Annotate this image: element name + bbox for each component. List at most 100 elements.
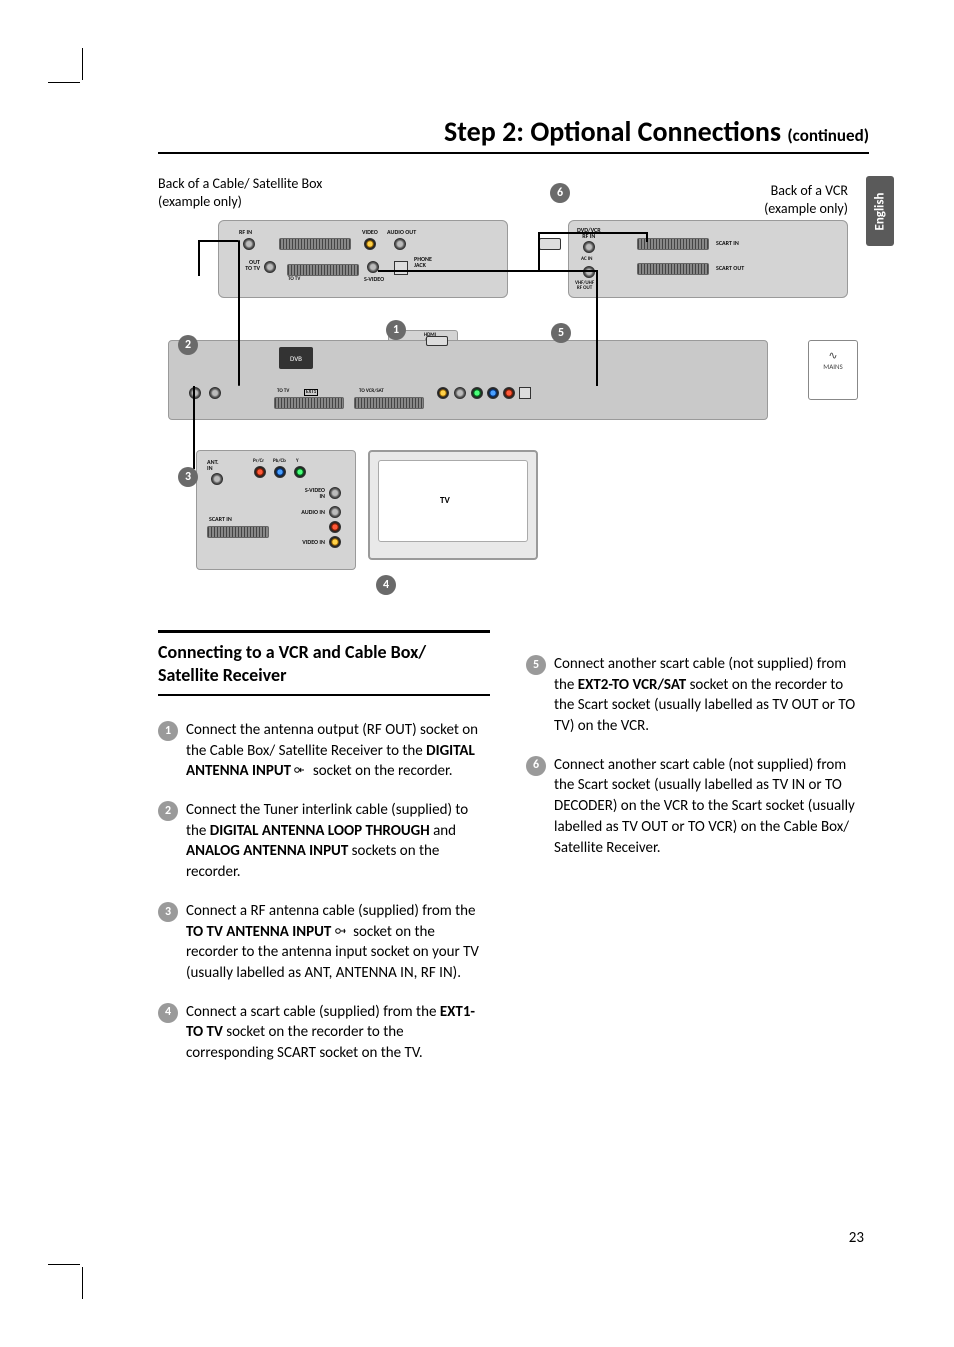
cable-5 [596,270,598,386]
cable-satellite-box: RF IN VIDEO AUDIO OUT OUT TO TV TO TV S-… [218,220,508,298]
cable-6b [538,232,540,272]
port-tv-ant [211,473,223,485]
port-label-out-to-tv: OUT TO TV [230,259,260,271]
port-audio-out [394,238,406,250]
instructions: Connecting to a VCR and Cable Box/ Satel… [158,630,858,1082]
port-label-audio-out: AUDIO OUT [387,229,416,235]
port-vcr-ac [539,238,561,250]
cable-1b [198,240,238,242]
section-rule-bottom [158,694,490,696]
port-label-vcr-rf-out: VHF/UHF RF OUT [575,281,594,291]
port-rec-hdmi [426,336,448,346]
port-rec-y [471,387,483,399]
port-rec-antenna-2 [209,387,221,399]
port-tv-scart [207,526,269,538]
port-rec-pr [503,387,515,399]
step-text: Connect another scart cable (not supplie… [554,654,858,737]
left-column: Connecting to a VCR and Cable Box/ Satel… [158,630,490,1082]
diagram-step-badge-5: 5 [551,323,571,343]
step-number-badge: 1 [158,721,178,741]
diagram-step-badge-4: 4 [376,575,396,595]
connection-diagram: Back of a Cable/ Satellite Box (example … [158,170,858,610]
port-label-svideo: S-VIDEO [364,276,384,282]
port-out-to-tv [264,261,276,273]
step-number-badge: 4 [158,1003,178,1023]
port-rec-ext1 [274,397,344,409]
step-number-badge: 6 [526,756,546,776]
diagram-step-badge-1: 1 [386,320,406,340]
crop-mark [48,82,80,83]
port-tv-pr [254,466,266,478]
crop-mark [82,48,83,80]
step-text: Connect the antenna output (RF OUT) sock… [186,720,490,782]
port-label-phone: PHONE JACK [414,256,432,268]
port-label-to-tv: TO TV [288,277,300,282]
cable-6c [646,232,648,242]
step-number-badge: 5 [526,655,546,675]
step-text: Connect a RF antenna cable (supplied) fr… [186,901,490,984]
port-label-tv-svideo: S-VIDEO IN [285,487,325,499]
port-tv-y [294,466,306,478]
port-label-scart-out: SCART OUT [716,265,744,271]
port-scart [279,238,351,250]
port-vcr-scart-out [637,263,709,275]
cable-6 [538,232,648,234]
port-label-scart-in: SCART IN [716,240,739,246]
port-vcr-rf-in [583,241,595,253]
diagram-step-badge-3: 3 [178,467,198,487]
page-number: 23 [849,1229,864,1247]
port-label-prcr: Pr/Cr [253,459,264,464]
step-number-badge: 3 [158,902,178,922]
port-label-pbcb: Pb/Cb [273,459,286,464]
page-title: Step 2: Optional Connections (continued) [444,114,869,149]
diagram-step-badge-2: 2 [178,335,198,355]
cable-3 [193,386,195,469]
step-item: 2 Connect the Tuner interlink cable (supp… [158,800,490,883]
tv-screen [378,460,528,542]
section-title: Connecting to a VCR and Cable Box/ Satel… [158,641,490,686]
port-label-video: VIDEO [362,229,378,235]
cable-1c [198,240,200,276]
title-rule [158,152,869,154]
step-text: Connect the Tuner interlink cable (suppl… [186,800,490,883]
tv-box [368,450,538,560]
tv-label: TV [440,495,450,506]
step-number-badge: 2 [158,801,178,821]
port-rec-ext2 [354,397,424,409]
port-label-rec-to-tv: TO TV [277,389,289,394]
diagram-step-badge-6: 6 [550,183,570,203]
step-item: 4Connect a scart cable (supplied) from t… [158,1002,490,1064]
port-label-ext1: EXT1 [304,389,318,396]
port-rec-optical [519,387,531,399]
step-text: Connect another scart cable (not supplie… [554,755,858,858]
mains-box: MAINS [808,340,858,400]
port-scart-lower [287,264,359,276]
step-item: 5 Connect another scart cable (not suppli… [526,654,858,737]
language-tab-label: English [873,192,888,230]
crop-mark [48,1264,80,1265]
title-continued: (continued) [787,125,869,146]
crop-mark [82,1267,83,1299]
right-column: 5 Connect another scart cable (not suppli… [526,630,858,1082]
section-rule-top [158,630,490,633]
port-label-tv-ant: ANT. IN [207,459,219,471]
port-vcr-rf-out [583,266,595,278]
port-rec-antenna [189,387,201,399]
port-rec-pb [487,387,499,399]
step-item: 1 Connect the antenna output (RF OUT) soc… [158,720,490,782]
step-item: 6 Connect another scart cable (not suppli… [526,755,858,858]
port-label-tv-scart: SCART IN [209,516,232,522]
port-phone [394,261,408,275]
cable-box-label: Back of a Cable/ Satellite Box (example … [158,175,328,211]
port-video [364,238,376,250]
port-label-ext2: TO VCR/SAT [359,389,384,394]
cable-1 [238,240,240,386]
port-rec-coax [437,387,449,399]
port-tv-audio-l [329,506,341,518]
port-label-tv-audio: AUDIO IN [285,509,325,515]
port-label-ac-in: AC IN [581,257,592,262]
recorder-dvb-module: DVB [279,347,313,369]
title-main: Step 2: Optional Connections [444,114,787,149]
recorder-box: DVB TO TV EXT1 TO VCR/SAT HDMI OUT [168,340,768,420]
port-tv-video [329,536,341,548]
